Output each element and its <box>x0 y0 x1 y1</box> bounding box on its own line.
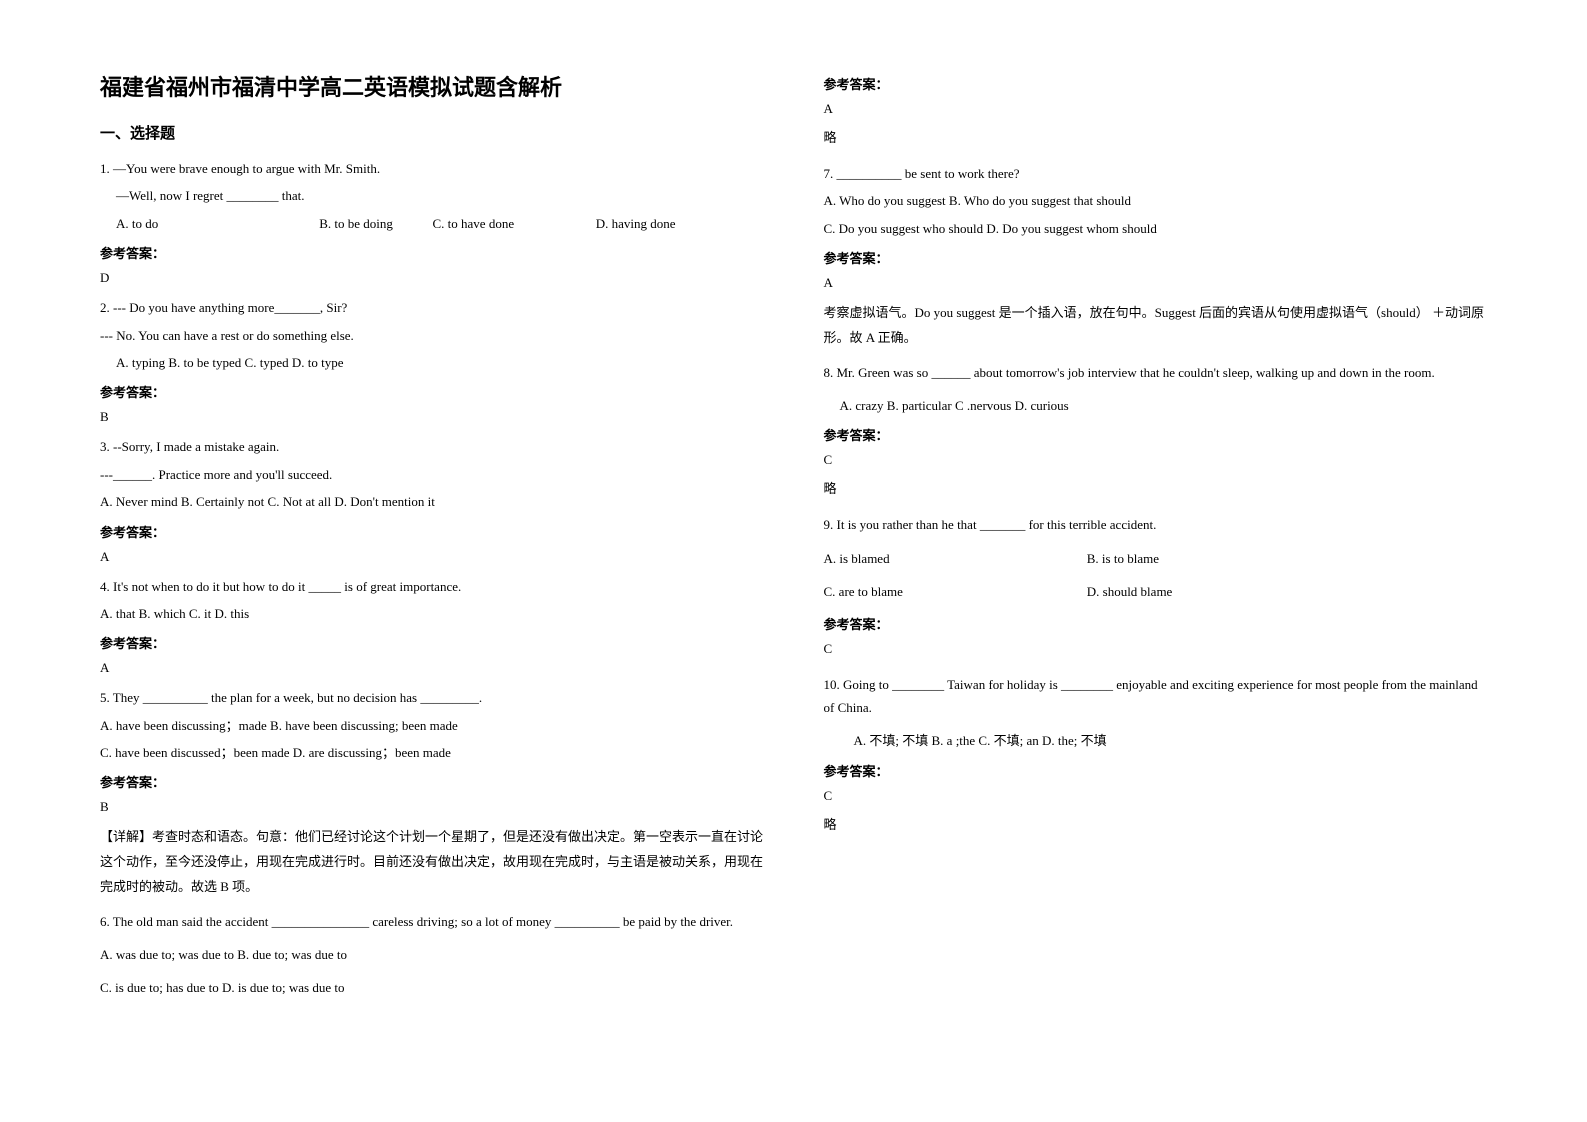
q7-optsB: C. Do you suggest who should D. Do you s… <box>824 217 1488 240</box>
right-column: 参考答案： A 略 7. __________ be sent to work … <box>824 70 1488 1052</box>
q2-options: A. typing B. to be typed C. typed D. to … <box>100 351 764 374</box>
q9-optB: B. is to blame <box>1087 551 1159 566</box>
q2-line1: 2. --- Do you have anything more_______,… <box>100 296 764 319</box>
q1-optA: A. to do <box>116 212 316 235</box>
q6-answer: A <box>824 101 1488 117</box>
q8-note: 略 <box>824 478 1488 497</box>
q3-answer: A <box>100 549 764 565</box>
answer-label: 参考答案： <box>824 248 1488 267</box>
q7-answer: A <box>824 275 1488 291</box>
q1-optD: D. having done <box>596 216 676 231</box>
q5-optsB: C. have been discussed；been made D. are … <box>100 741 764 764</box>
document-title: 福建省福州市福清中学高二英语模拟试题含解析 <box>100 70 764 102</box>
q10-line1: 10. Going to ________ Taiwan for holiday… <box>824 673 1488 720</box>
left-column: 福建省福州市福清中学高二英语模拟试题含解析 一、选择题 1. —You were… <box>100 70 764 1052</box>
q8-line1: 8. Mr. Green was so ______ about tomorro… <box>824 361 1488 384</box>
q9-optD: D. should blame <box>1087 584 1173 599</box>
q8-options: A. crazy B. particular C .nervous D. cur… <box>824 394 1488 417</box>
q5-line1: 5. They __________ the plan for a week, … <box>100 686 764 709</box>
answer-label: 参考答案： <box>100 243 764 262</box>
q5-explanation: 【详解】考查时态和语态。句意：他们已经讨论这个计划一个星期了，但是还没有做出决定… <box>100 825 764 899</box>
q5-optsA: A. have been discussing；made B. have bee… <box>100 714 764 737</box>
q9-row1: A. is blamed B. is to blame <box>824 547 1488 570</box>
q9-line1: 9. It is you rather than he that _______… <box>824 513 1488 536</box>
q6-note: 略 <box>824 127 1488 146</box>
q6-line1: 6. The old man said the accident _______… <box>100 910 764 933</box>
q4-options: A. that B. which C. it D. this <box>100 602 764 625</box>
q1-options: A. to do B. to be doing C. to have done … <box>100 212 764 235</box>
q1-optB: B. to be doing <box>319 212 429 235</box>
q10-note: 略 <box>824 814 1488 833</box>
answer-label: 参考答案： <box>824 761 1488 780</box>
q1-line2: —Well, now I regret ________ that. <box>100 184 764 207</box>
answer-label: 参考答案： <box>100 633 764 652</box>
q10-answer: C <box>824 788 1488 804</box>
q2-line2: --- No. You can have a rest or do someth… <box>100 324 764 347</box>
q10-options: A. 不填; 不填 B. a ;the C. 不填; an D. the; 不填 <box>824 729 1488 752</box>
answer-label: 参考答案： <box>100 382 764 401</box>
q5-answer: B <box>100 799 764 815</box>
q1-line1: 1. —You were brave enough to argue with … <box>100 157 764 180</box>
q6-optsA: A. was due to; was due to B. due to; was… <box>100 943 764 966</box>
q9-row2: C. are to blame D. should blame <box>824 580 1488 603</box>
q3-options: A. Never mind B. Certainly not C. Not at… <box>100 490 764 513</box>
q6-optsB: C. is due to; has due to D. is due to; w… <box>100 976 764 999</box>
answer-label: 参考答案： <box>824 614 1488 633</box>
q3-line2: ---______. Practice more and you'll succ… <box>100 463 764 486</box>
q7-explanation: 考察虚拟语气。Do you suggest 是一个插入语，放在句中。Sugges… <box>824 301 1488 350</box>
q2-answer: B <box>100 409 764 425</box>
answer-label: 参考答案： <box>100 772 764 791</box>
answer-label: 参考答案： <box>824 425 1488 444</box>
q4-answer: A <box>100 660 764 676</box>
answer-label: 参考答案： <box>100 522 764 541</box>
q7-optsA: A. Who do you suggest B. Who do you sugg… <box>824 189 1488 212</box>
q7-line1: 7. __________ be sent to work there? <box>824 162 1488 185</box>
q1-optC: C. to have done <box>433 212 593 235</box>
q9-answer: C <box>824 641 1488 657</box>
q3-line1: 3. --Sorry, I made a mistake again. <box>100 435 764 458</box>
q4-line1: 4. It's not when to do it but how to do … <box>100 575 764 598</box>
q9-optC: C. are to blame <box>824 580 1084 603</box>
answer-label: 参考答案： <box>824 74 1488 93</box>
q9-optA: A. is blamed <box>824 547 1084 570</box>
q1-answer: D <box>100 270 764 286</box>
section-heading: 一、选择题 <box>100 122 764 143</box>
q8-answer: C <box>824 452 1488 468</box>
